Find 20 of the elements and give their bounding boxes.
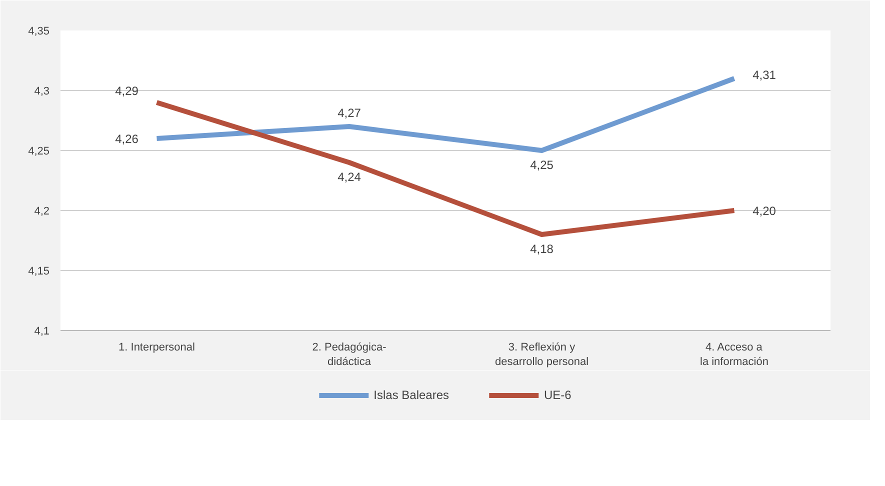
y-tick-label: 4,15 xyxy=(28,266,50,278)
y-tick-label: 4,25 xyxy=(28,146,50,158)
x-tick-label: 1. Interpersonal xyxy=(118,342,195,354)
x-tick-label: 4. Acceso a la información xyxy=(700,342,768,368)
x-tick-label: 2. Pedagógica- didáctica xyxy=(312,342,387,368)
data-label: 4,29 xyxy=(115,84,139,98)
x-tick-label: 3. Reflexión y desarrollo personal xyxy=(494,342,589,368)
data-label: 4,26 xyxy=(115,132,139,146)
data-label: 4,20 xyxy=(752,204,776,218)
data-label: 4,24 xyxy=(338,170,362,184)
y-tick-label: 4,35 xyxy=(28,26,50,38)
legend-label: Islas Baleares xyxy=(374,388,450,402)
data-label: 4,31 xyxy=(752,68,776,82)
data-label: 4,25 xyxy=(530,158,554,172)
data-label: 4,27 xyxy=(338,106,362,120)
y-tick-label: 4,1 xyxy=(34,326,50,338)
y-tick-label: 4,3 xyxy=(34,86,50,98)
data-label: 4,18 xyxy=(530,242,554,256)
y-tick-label: 4,2 xyxy=(34,206,50,218)
legend-label: UE-6 xyxy=(544,388,572,402)
